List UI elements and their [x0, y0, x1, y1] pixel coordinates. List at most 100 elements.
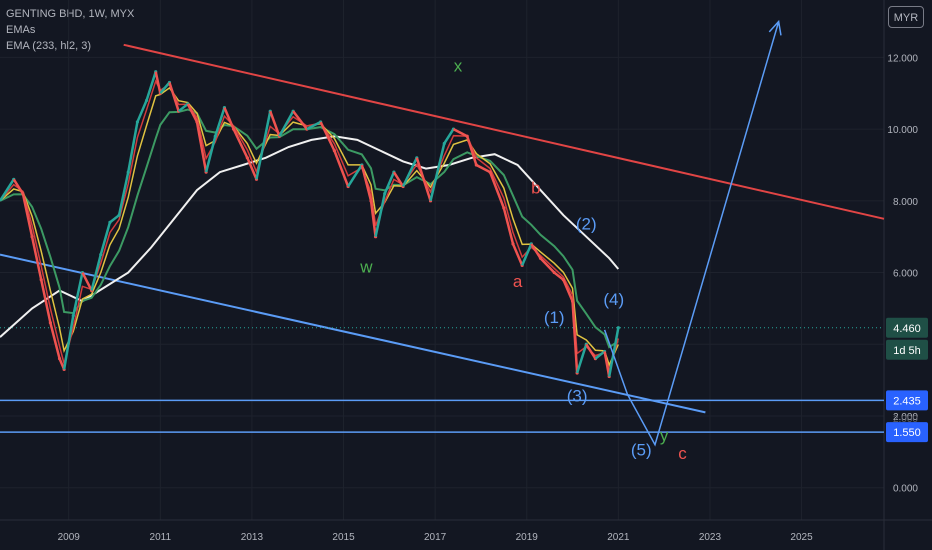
price-segment [109, 214, 120, 224]
price-segment [177, 103, 189, 113]
price-segment [232, 128, 249, 159]
y-tick-label: 2.000 [893, 412, 918, 423]
price-point [616, 326, 620, 330]
x-tick-label: 2019 [516, 532, 539, 543]
level-price-label: 2.435 [893, 395, 921, 407]
price-segment [72, 272, 84, 316]
price-segment [521, 243, 533, 266]
level-price-label-bg [886, 422, 928, 443]
price-segment [278, 110, 295, 137]
price-segment [62, 315, 75, 370]
price-segment [347, 164, 363, 188]
x-tick-label: 2021 [607, 532, 630, 543]
price-segment [553, 271, 565, 281]
wave-label-green: x [454, 57, 463, 76]
price-segment [392, 171, 405, 188]
price-segment [292, 110, 308, 130]
price-segment [429, 143, 446, 202]
price-segment [214, 107, 226, 137]
price-segment [488, 171, 506, 209]
price-segment [246, 157, 258, 180]
projection-arrowhead [768, 19, 782, 36]
price-segment [306, 120, 322, 131]
price-segment [269, 110, 281, 137]
price-segment [127, 121, 139, 173]
price-segment [571, 301, 579, 374]
x-tick-label: 2017 [424, 532, 447, 543]
upper-trendline [123, 43, 885, 220]
price-segment [0, 178, 15, 202]
wave-label-red: c [678, 444, 687, 463]
price-segment [168, 82, 180, 112]
price-segment [21, 193, 34, 237]
price-segment [159, 81, 171, 95]
wave-label-blue: (1) [544, 308, 565, 327]
lower-trendline [0, 253, 706, 414]
countdown-label: 1d 5h [893, 345, 921, 357]
x-tick-label: 2025 [790, 532, 813, 543]
y-tick-label: 0.000 [893, 484, 918, 495]
wave-label-red: a [513, 272, 523, 291]
price-segment [30, 236, 43, 280]
price-segment [319, 121, 336, 152]
wave-label-green: w [359, 258, 373, 277]
price-segment [607, 327, 620, 377]
wave-label-blue: (5) [631, 440, 652, 459]
price-segment [49, 322, 61, 359]
y-tick-label-obscured: 2.000 [893, 414, 918, 425]
price-segment [40, 279, 52, 324]
level-price-label-bg [886, 390, 928, 411]
current-price-label-bg [886, 317, 928, 338]
level-price-label: 1.550 [893, 427, 921, 439]
y-tick-label: 12.000 [887, 53, 918, 64]
price-segment [195, 121, 208, 173]
price-segment [117, 171, 130, 216]
price-segment [12, 178, 24, 195]
price-segment [466, 135, 478, 166]
wave-label-green: y [660, 426, 669, 445]
price-segment [369, 200, 377, 237]
x-tick-label: 2023 [699, 532, 722, 543]
price-segment [511, 243, 524, 266]
price-segment [585, 343, 597, 360]
price-segment [539, 257, 556, 274]
price-segment [255, 110, 272, 180]
legend-symbol[interactable]: GENTING BHD, 1W, MYX [6, 8, 135, 20]
price-segment [223, 107, 235, 130]
price-segment [154, 71, 162, 94]
wave-label-blue: (4) [603, 290, 624, 309]
price-segment [186, 103, 199, 123]
countdown-label-bg [886, 339, 928, 360]
price-segment [136, 99, 148, 123]
price-segment [333, 150, 350, 187]
price-segment [443, 128, 455, 145]
y-tick-label: 8.000 [893, 197, 918, 208]
x-tick-label: 2011 [150, 532, 172, 543]
ema-yellow-line [0, 86, 619, 368]
wave-label-blue: (2) [576, 215, 597, 234]
x-tick-label: 2013 [241, 532, 264, 543]
chart-legend: GENTING BHD, 1W, MYX EMAs EMA (233, hl2,… [6, 6, 134, 54]
currency-button[interactable]: MYR [888, 6, 924, 28]
price-segment [383, 171, 396, 195]
price-segment [145, 71, 157, 101]
price-segment [475, 163, 491, 174]
price-segment [562, 279, 574, 302]
current-price-label: 4.460 [893, 323, 921, 335]
price-segment [204, 135, 217, 173]
x-tick-label: 2015 [332, 532, 355, 543]
legend-emas[interactable]: EMAs [6, 24, 36, 36]
price-segment [575, 343, 588, 374]
legend-ema-233[interactable]: EMA (233, hl2, 3) [6, 40, 91, 52]
price-segment [374, 193, 386, 237]
price-segment [401, 157, 418, 188]
price-segment [360, 164, 373, 202]
y-tick-label: 10.000 [887, 125, 918, 136]
price-segment [603, 351, 611, 377]
price-segment [99, 222, 112, 255]
projection-path [603, 21, 780, 447]
y-tick-label: 6.000 [893, 269, 918, 280]
x-tick-label: 2009 [58, 532, 81, 543]
price-segment [452, 127, 468, 138]
